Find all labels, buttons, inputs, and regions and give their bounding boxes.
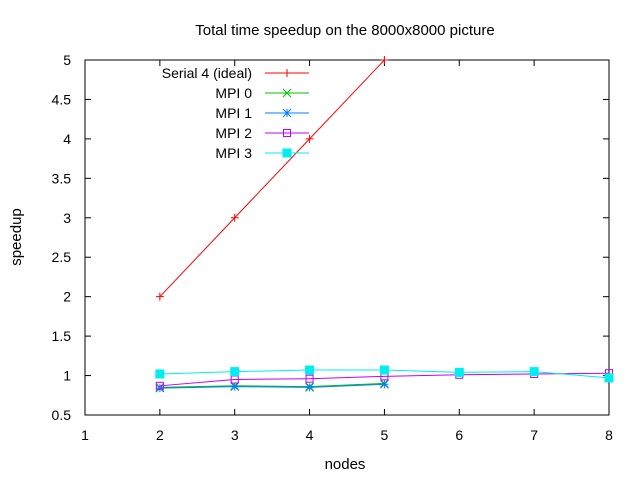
open-square-marker: [305, 374, 314, 383]
y-tick-label: 4: [63, 131, 71, 147]
legend-entry: MPI 3: [215, 145, 309, 161]
series: [155, 379, 389, 393]
x-tick-label: 2: [156, 427, 164, 443]
legend-label: Serial 4 (ideal): [162, 65, 252, 81]
filled-square-marker: [454, 367, 464, 377]
filled-square-marker: [305, 365, 315, 375]
x-tick-label: 8: [605, 427, 613, 443]
legend-entry: MPI 1: [215, 105, 309, 121]
x-tick-label: 4: [306, 427, 314, 443]
y-tick-label: 4.5: [52, 91, 72, 107]
filled-square-marker: [282, 148, 292, 158]
y-axis-label: speedup: [8, 208, 25, 266]
x-tick-label: 6: [455, 427, 463, 443]
x-tick-label: 3: [231, 427, 239, 443]
plus-marker: [155, 292, 164, 301]
cross-marker: [282, 88, 292, 98]
star-marker: [305, 383, 314, 392]
series-lines: [155, 56, 614, 393]
axes: 1 2 3 4 5 6 7 8 0.5 1 1.5 2 2.5 3 3.5 4 4.5 5: [52, 52, 614, 443]
filled-square-marker: [155, 369, 165, 379]
legend-label: MPI 0: [215, 85, 252, 101]
series: [155, 365, 614, 383]
y-tick-label: 3.5: [52, 170, 72, 186]
y-tick-label: 5: [63, 52, 71, 68]
star-marker: [230, 382, 240, 391]
filled-square-marker: [529, 367, 539, 377]
plot-frame: [84, 59, 610, 416]
star-marker: [282, 108, 292, 118]
y-tick-label: 3: [63, 210, 71, 226]
filled-square-marker: [379, 365, 389, 375]
legend-entry: MPI 2: [215, 125, 309, 141]
series-line: [159, 59, 385, 298]
series-line: [159, 382, 385, 388]
legend-label: MPI 3: [215, 145, 252, 161]
y-tick-label: 2.5: [52, 249, 72, 265]
x-tick-label: 7: [530, 427, 538, 443]
star-marker: [380, 379, 389, 389]
plus-marker: [305, 134, 314, 143]
star-marker: [155, 383, 165, 393]
legend-entry: MPI 0: [215, 85, 309, 101]
series-line: [159, 383, 385, 389]
filled-square-marker: [230, 367, 240, 377]
open-square-marker: [283, 129, 291, 137]
legend-entry: Serial 4 (ideal): [162, 65, 309, 81]
plus-marker: [380, 56, 389, 64]
y-tick-label: 2: [63, 289, 71, 305]
x-tick-label: 1: [81, 427, 89, 443]
legend: Serial 4 (ideal) MPI 0 MPI 1 MPI 2 MPI 3: [162, 65, 309, 161]
series: [155, 56, 389, 301]
y-tick-label: 0.5: [52, 407, 72, 423]
legend-label: MPI 1: [215, 105, 252, 121]
legend-label: MPI 2: [215, 125, 252, 141]
x-tick-label: 5: [381, 427, 389, 443]
x-axis-label: nodes: [325, 456, 366, 473]
y-tick-label: 1.5: [52, 328, 72, 344]
y-tick-label: 1: [63, 368, 71, 384]
open-square-marker: [155, 381, 164, 390]
plus-marker: [230, 213, 239, 222]
filled-square-marker: [604, 373, 614, 383]
chart-title: Total time speedup on the 8000x8000 pict…: [195, 22, 494, 39]
plus-marker: [283, 69, 291, 77]
